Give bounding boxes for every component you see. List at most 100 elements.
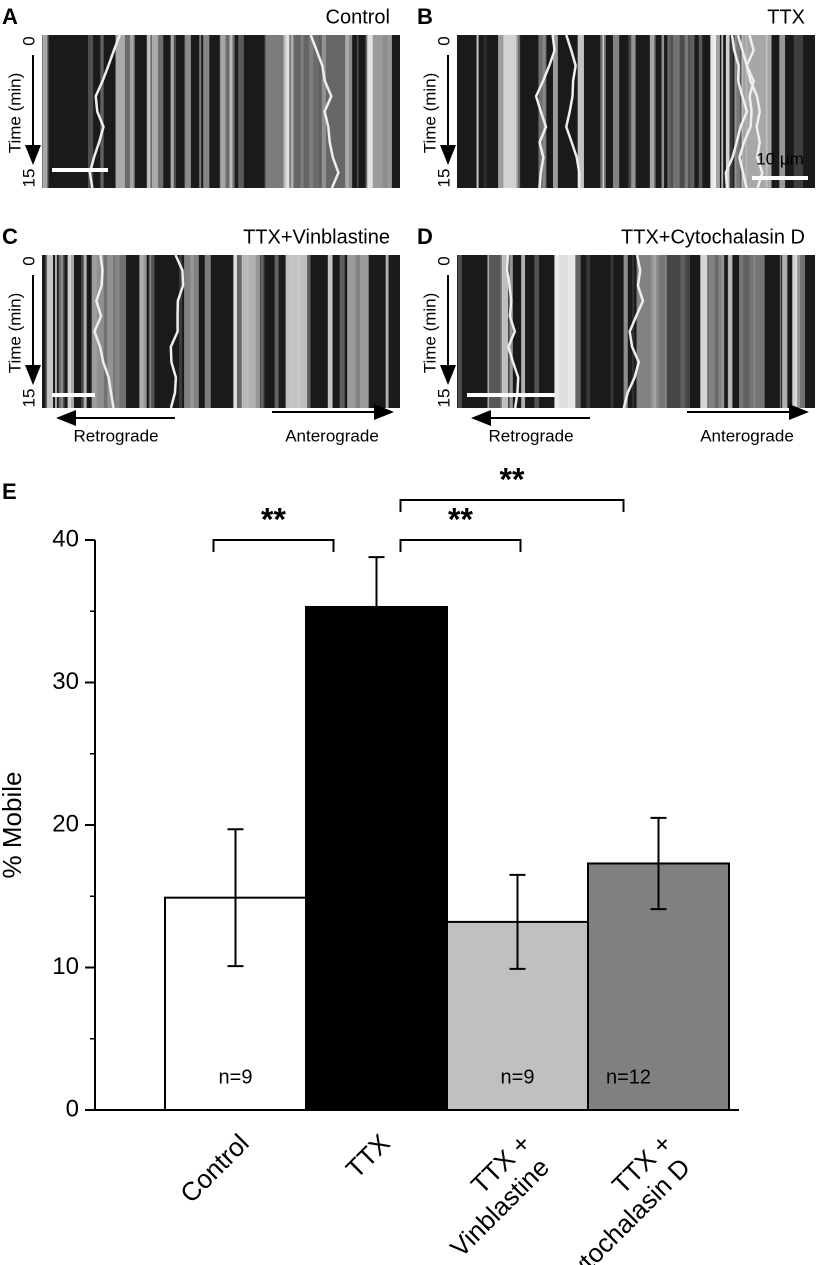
- kymo-stripe: [741, 35, 747, 188]
- time-label: Time (min): [420, 293, 439, 374]
- kymo-stripe: [483, 35, 487, 188]
- kymo-track: [505, 254, 520, 409]
- significance-bracket: [399, 499, 625, 512]
- kymo-stripe: [499, 35, 503, 188]
- kymo-stripe: [631, 35, 636, 188]
- error-bar: [368, 556, 385, 658]
- n-label: n=8: [360, 1066, 394, 1088]
- kymo-stripe: [632, 255, 635, 408]
- kymo-stripe: [366, 35, 373, 188]
- kymo-stripe: [151, 35, 159, 188]
- kymo-stripe: [602, 35, 605, 188]
- kymo-stripe: [355, 255, 361, 408]
- y-tick-label: 0: [66, 1095, 79, 1122]
- kymo-stripe: [653, 35, 656, 188]
- kymo-stripe: [623, 255, 628, 408]
- kymo-stripe: [534, 255, 540, 408]
- kymo-stripe: [792, 255, 798, 408]
- kymo-stripe: [779, 255, 782, 408]
- error-bar: [227, 828, 244, 968]
- bar: [305, 605, 448, 1111]
- kymo-stripe: [220, 35, 226, 188]
- kymo-track: [169, 254, 185, 409]
- x-tick-label: TTX: [340, 1128, 396, 1184]
- kymo-stripe: [233, 255, 237, 408]
- y-tick-label: 20: [52, 810, 79, 837]
- kymo-stripe: [129, 35, 135, 188]
- kymo-stripe: [476, 35, 479, 188]
- kymo-stripe: [143, 255, 147, 408]
- kymo-stripe: [149, 255, 155, 408]
- kymo-stripe: [718, 255, 725, 408]
- scale-label: 10 μm: [756, 149, 804, 168]
- kymo-stripe: [199, 35, 202, 188]
- time-end: 15: [434, 169, 453, 188]
- kymo-track: [738, 34, 756, 189]
- kymo-stripe: [710, 35, 716, 188]
- panel-letter: E: [2, 479, 17, 504]
- kymo-stripe: [552, 35, 558, 188]
- kymo-stripe: [204, 255, 211, 408]
- kymo-stripe: [782, 255, 788, 408]
- panel-letter: B: [417, 4, 433, 29]
- anterograde-label: Anterograde: [285, 426, 379, 445]
- kymo-stripe: [148, 255, 151, 408]
- n-label: n=12: [606, 1066, 651, 1088]
- kymo-stripe: [45, 255, 48, 408]
- kymo-stripe: [67, 255, 74, 408]
- kymo-stripe: [554, 255, 576, 408]
- kymo-stripe: [339, 255, 345, 408]
- kymo-stripe: [680, 255, 686, 408]
- kymo-stripe: [58, 255, 64, 408]
- x-tick-label: TTX +Vinblastine: [423, 1128, 558, 1263]
- kymo-stripe: [229, 35, 233, 188]
- kymo-stripe: [588, 255, 591, 408]
- significance-bracket: [399, 539, 522, 552]
- time-label: Time (min): [420, 73, 439, 154]
- error-bar: [509, 873, 526, 970]
- y-axis-label: % Mobile: [0, 772, 27, 879]
- kymo-stripe: [309, 35, 320, 188]
- anterograde-label: Anterograde: [700, 426, 794, 445]
- kymo-track: [724, 34, 749, 189]
- kymo-stripe: [734, 35, 737, 188]
- retrograde-label: Retrograde: [488, 426, 573, 445]
- kymo-stripe: [261, 255, 264, 408]
- kymo-track: [534, 34, 556, 189]
- x-tick-label: Control: [174, 1128, 254, 1208]
- kymo-stripe: [488, 255, 502, 408]
- kymo-stripe: [274, 255, 279, 408]
- kymo-stripe: [577, 35, 584, 188]
- kymo-stripe: [293, 35, 310, 188]
- kymo-stripe: [385, 255, 389, 408]
- kymo-stripe: [264, 35, 267, 188]
- kymo-stripe: [179, 255, 183, 408]
- panel-letter: C: [2, 224, 18, 249]
- x-tick-label-line: Control: [174, 1128, 254, 1208]
- kymo-stripe: [184, 35, 191, 188]
- kymo-stripe: [147, 35, 152, 188]
- kymo-stripe: [636, 255, 667, 408]
- kymo-stripe: [735, 35, 741, 188]
- kymo-stripe: [780, 35, 785, 188]
- kymo-stripe: [739, 255, 765, 408]
- time-end: 15: [19, 169, 38, 188]
- x-tick-label-line: TTX: [340, 1128, 396, 1184]
- kymo-stripe: [42, 35, 48, 188]
- kymo-stripe: [509, 255, 513, 408]
- kymo-stripe: [263, 255, 265, 408]
- y-tick-label: 40: [52, 525, 79, 552]
- kymo-stripe: [660, 255, 666, 408]
- kymo-stripe: [716, 255, 721, 408]
- kymo-stripe: [81, 255, 84, 408]
- kymo-stripe: [600, 35, 606, 188]
- kymo-stripe: [255, 255, 261, 408]
- error-bar: [650, 816, 667, 911]
- kymo-stripe: [306, 255, 311, 408]
- kymo-stripe: [765, 35, 768, 188]
- time-start: 0: [434, 36, 453, 45]
- kymo-stripe: [241, 255, 256, 408]
- kymo-stripe: [159, 35, 164, 188]
- kymo-stripe: [649, 35, 655, 188]
